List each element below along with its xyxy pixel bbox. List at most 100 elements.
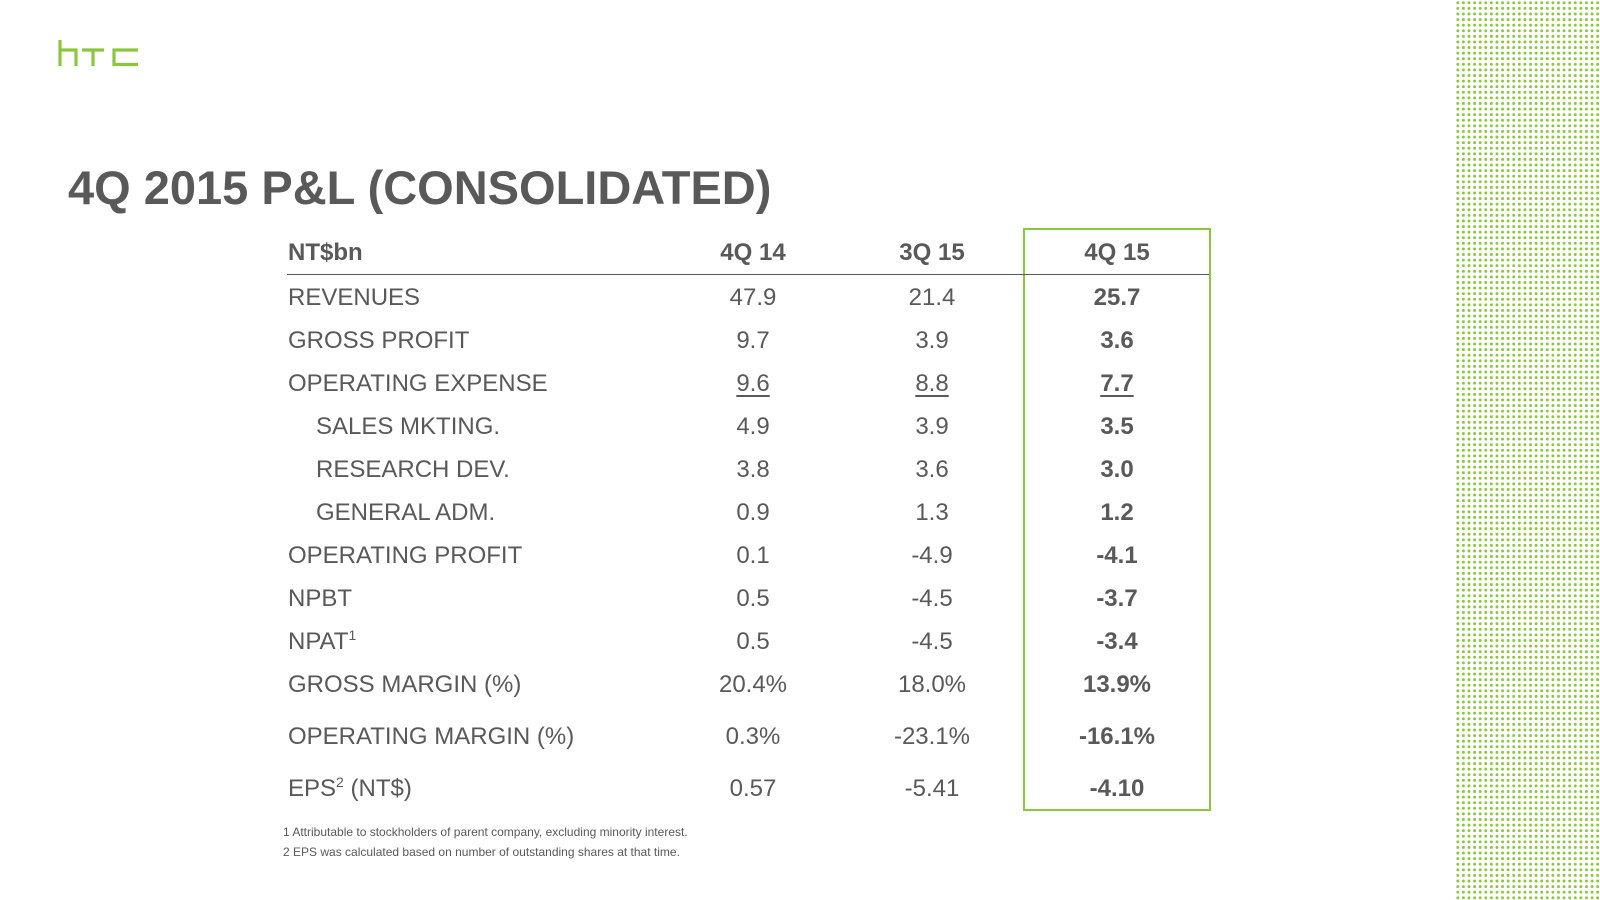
- cell-value: -5.41: [852, 774, 1012, 804]
- cell-text: -4.10: [1089, 775, 1145, 802]
- row-label-text: OPERATING PROFIT: [288, 542, 523, 569]
- table-row: NPAT1 0.5 -4.5 -3.4: [0, 627, 1300, 657]
- table-row: GENERAL ADM. 0.9 1.3 1.2: [0, 498, 1300, 528]
- cell-value: 25.7: [1037, 283, 1197, 313]
- cell-text: 0.3%: [725, 723, 781, 750]
- cell-value: -3.7: [1037, 584, 1197, 614]
- table-row: RESEARCH DEV. 3.8 3.6 3.0: [0, 455, 1300, 485]
- cell-text: -4.1: [1096, 542, 1138, 569]
- cell-value: 3.5: [1037, 412, 1197, 442]
- row-label: GROSS PROFIT: [288, 326, 469, 356]
- table-row: OPERATING EXPENSE 9.6 8.8 7.7: [0, 369, 1300, 399]
- cell-text: 0.5: [736, 585, 770, 612]
- cell-value: 18.0%: [852, 670, 1012, 700]
- table-row: GROSS PROFIT 9.7 3.9 3.6: [0, 326, 1300, 356]
- cell-text: 0.1: [736, 542, 770, 569]
- table-row: OPERATING MARGIN (%) 0.3% -23.1% -16.1%: [0, 722, 1300, 752]
- cell-value: 1.3: [852, 498, 1012, 528]
- table-header: NT$bn 4Q 14 3Q 15 4Q 15: [0, 238, 1300, 268]
- cell-text: 47.9: [729, 284, 777, 311]
- row-label: RESEARCH DEV.: [316, 455, 510, 485]
- cell-text: 20.4%: [718, 671, 788, 698]
- dotted-pattern-decoration: [1455, 0, 1600, 900]
- table-row: SALES MKTING. 4.9 3.9 3.5: [0, 412, 1300, 442]
- cell-text: -4.5: [911, 628, 953, 655]
- cell-value: 3.0: [1037, 455, 1197, 485]
- cell-text: 9.6: [736, 370, 770, 397]
- table-row: REVENUES 47.9 21.4 25.7: [0, 283, 1300, 313]
- cell-text: 0.9: [736, 499, 770, 526]
- row-label: SALES MKTING.: [316, 412, 500, 442]
- cell-text: 4.9: [736, 413, 770, 440]
- cell-value: 3.8: [673, 455, 833, 485]
- table-row: EPS2 (NT$) 0.57 -5.41 -4.10: [0, 774, 1300, 804]
- footnote-1: 1 Attributable to stockholders of parent…: [283, 825, 688, 839]
- cell-text: -16.1%: [1078, 723, 1156, 750]
- row-label: OPERATING EXPENSE: [288, 369, 548, 399]
- cell-value: 9.7: [673, 326, 833, 356]
- cell-value: 3.6: [852, 455, 1012, 485]
- footnote-marker: 2: [336, 774, 344, 790]
- cell-value: 21.4: [852, 283, 1012, 313]
- cell-text: 3.9: [915, 327, 949, 354]
- cell-value: -23.1%: [852, 722, 1012, 752]
- cell-text: -4.5: [911, 585, 953, 612]
- row-label: EPS2 (NT$): [288, 774, 412, 804]
- cell-text: -4.9: [911, 542, 953, 569]
- col-header: 4Q 14: [720, 239, 786, 266]
- row-label-text: GENERAL ADM.: [316, 499, 496, 526]
- cell-value: 0.5: [673, 584, 833, 614]
- cell-text: 1.3: [915, 499, 949, 526]
- page-title: 4Q 2015 P&L (CONSOLIDATED): [68, 161, 772, 214]
- cell-text: 13.9%: [1082, 671, 1152, 698]
- cell-text: 7.7: [1100, 370, 1134, 397]
- row-label: OPERATING PROFIT: [288, 541, 522, 571]
- cell-value: 0.1: [673, 541, 833, 571]
- row-label: OPERATING MARGIN (%): [288, 722, 574, 752]
- cell-value: -4.10: [1037, 774, 1197, 804]
- cell-value: 47.9: [673, 283, 833, 313]
- cell-text: -23.1%: [893, 723, 971, 750]
- row-label-text: NPBT: [288, 585, 353, 612]
- cell-text: -3.7: [1096, 585, 1138, 612]
- row-label-text: NPAT: [288, 628, 349, 655]
- cell-text: 8.8: [915, 370, 949, 397]
- cell-value: 0.5: [673, 627, 833, 657]
- row-label-suffix: (NT$): [343, 775, 412, 802]
- cell-value: -3.4: [1037, 627, 1197, 657]
- footnote-2: 2 EPS was calculated based on number of …: [283, 845, 680, 859]
- unit-label: NT$bn: [288, 239, 363, 266]
- cell-value: 20.4%: [673, 670, 833, 700]
- footnote-marker: 1: [348, 627, 357, 643]
- row-label-text: OPERATING EXPENSE: [288, 370, 548, 397]
- row-label-text: RESEARCH DEV.: [316, 456, 510, 483]
- row-label: NPAT1: [288, 627, 356, 657]
- table-row: GROSS MARGIN (%) 20.4% 18.0% 13.9%: [0, 670, 1300, 700]
- cell-text: 21.4: [908, 284, 956, 311]
- cell-text: 3.6: [1100, 327, 1134, 354]
- cell-value: -4.5: [852, 584, 1012, 614]
- row-label-text: OPERATING MARGIN (%): [288, 723, 575, 750]
- cell-text: 3.8: [736, 456, 770, 483]
- cell-text: 3.9: [915, 413, 949, 440]
- cell-value: -16.1%: [1037, 722, 1197, 752]
- cell-value: 3.9: [852, 326, 1012, 356]
- cell-text: 9.7: [736, 327, 770, 354]
- header-divider: [287, 274, 1209, 275]
- cell-value: -4.5: [852, 627, 1012, 657]
- row-label-text: REVENUES: [288, 284, 421, 311]
- row-label-text: SALES MKTING.: [316, 413, 501, 440]
- row-label: GENERAL ADM.: [316, 498, 495, 528]
- cell-value: -4.9: [852, 541, 1012, 571]
- cell-value: 3.9: [852, 412, 1012, 442]
- cell-text: 18.0%: [897, 671, 967, 698]
- cell-value: 0.3%: [673, 722, 833, 752]
- cell-text: 1.2: [1100, 499, 1134, 526]
- table-row: OPERATING PROFIT 0.1 -4.9 -4.1: [0, 541, 1300, 571]
- cell-text: -3.4: [1096, 628, 1138, 655]
- cell-value: 4.9: [673, 412, 833, 442]
- cell-text: 25.7: [1093, 284, 1141, 311]
- cell-text: -5.41: [904, 775, 960, 802]
- cell-value: 0.57: [673, 774, 833, 804]
- col-header: 3Q 15: [899, 239, 965, 266]
